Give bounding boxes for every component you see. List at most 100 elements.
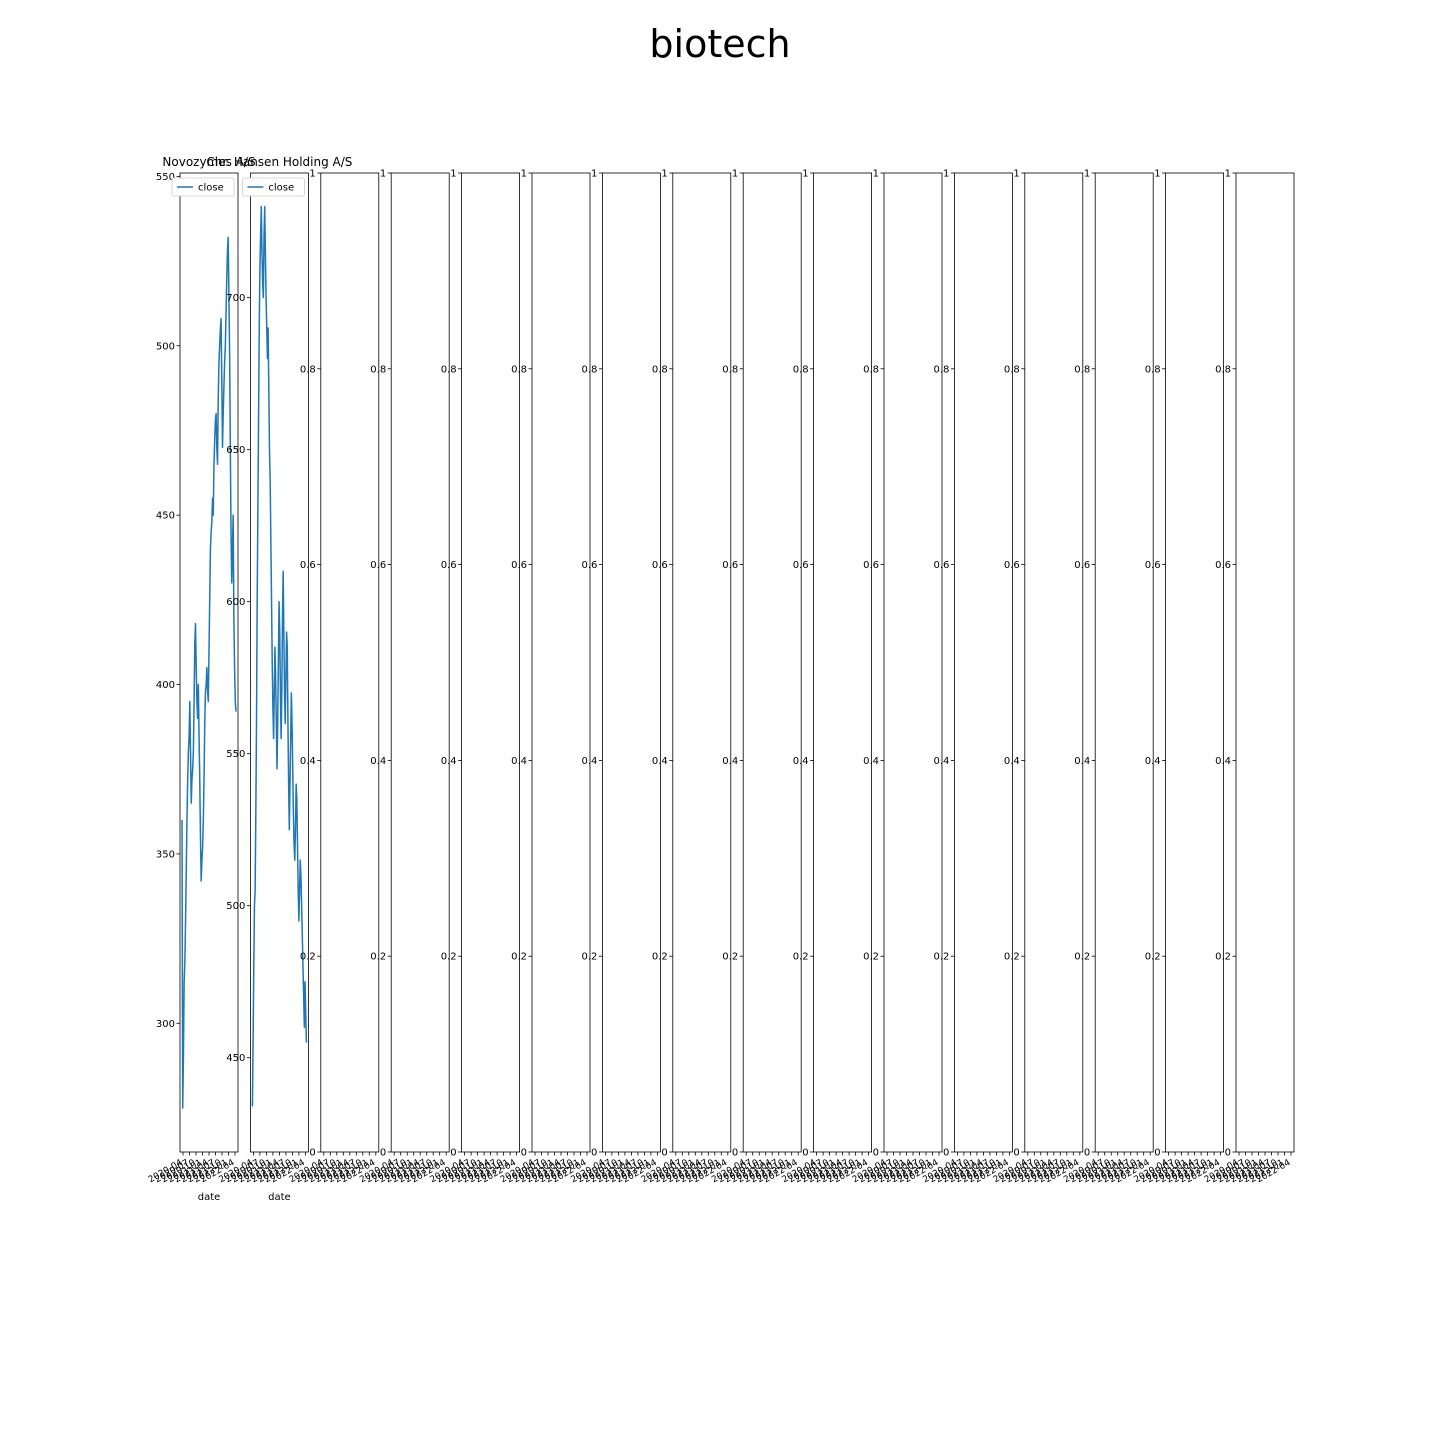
y-tick-label: 0.4 [581,756,597,767]
y-tick-label: 1 [1225,169,1231,180]
legend-box [171,177,235,197]
y-tick-label: 0.8 [300,364,316,375]
y-tick-label: 0.8 [933,364,949,375]
y-tick-label: 0 [873,1148,879,1159]
axes-frame-16 [1235,172,1295,1153]
y-tick-label: 0.4 [1004,756,1020,767]
y-tick-label: 0.6 [793,560,809,571]
y-tick-label: 0.6 [300,560,316,571]
y-tick-label: 0.4 [370,756,386,767]
y-tick-label: 0.4 [652,756,668,767]
axes-frame-7 [602,172,661,1153]
y-tick-label: 0.4 [511,756,527,767]
y-tick-label: 0.2 [863,952,879,963]
y-tick-label: 1 [591,169,597,180]
y-tick-label: 0.6 [1004,560,1020,571]
y-tick-label: 0.6 [652,560,668,571]
y-tick-label: 0 [1084,1148,1090,1159]
y-tick-label: 0.4 [722,756,738,767]
y-tick-label: 0.6 [370,560,386,571]
y-tick-label: 1 [450,169,456,180]
y-tick-label: 1 [521,169,527,180]
y-tick-label: 600 [226,597,245,608]
y-tick-label: 0.2 [370,952,386,963]
y-tick-label: 0.6 [1215,560,1231,571]
y-tick-label: 0 [661,1148,667,1159]
series-line-close [251,205,308,1107]
y-tick-label: 1 [1084,169,1090,180]
y-tick-label: 0 [521,1148,527,1159]
y-tick-label: 0.8 [581,364,597,375]
y-tick-label: 0.6 [863,560,879,571]
y-tick-label: 0.4 [1215,756,1231,767]
y-tick-label: 0.6 [722,560,738,571]
y-tick-label: 0 [1225,1148,1231,1159]
axes-frame-9 [742,172,802,1153]
legend-entry: close [198,183,224,194]
y-tick-label: 0.8 [793,364,809,375]
y-tick-label: 1 [873,169,879,180]
y-tick-label: 0 [943,1148,949,1159]
subplot-title: Novozymes A/S [162,155,255,169]
y-tick-label: 650 [226,445,245,456]
series-line-close [181,236,237,1109]
y-tick-label: 0.2 [1215,952,1231,963]
y-tick-label: 450 [156,511,175,522]
y-tick-label: 450 [226,1053,245,1064]
y-tick-label: 0.6 [441,560,457,571]
axes-frame-13 [1024,172,1084,1153]
y-tick-label: 0.4 [441,756,457,767]
figure-title: biotech [649,22,791,66]
axes-frame-11 [883,172,943,1153]
y-tick-label: 1 [732,169,738,180]
y-tick-label: 0.8 [652,364,668,375]
y-tick-label: 1 [943,169,949,180]
axes-frame-4 [390,172,450,1153]
y-tick-label: 0.2 [511,952,527,963]
axes-frame-5 [461,172,521,1153]
y-tick-label: 0 [732,1148,738,1159]
y-tick-label: 0.6 [933,560,949,571]
y-tick-label: 500 [156,341,175,352]
y-tick-label: 1 [380,169,386,180]
y-tick-label: 500 [226,901,245,912]
y-tick-label: 700 [226,293,245,304]
y-tick-label: 1 [661,169,667,180]
y-tick-label: 550 [156,172,175,183]
y-tick-label: 1 [1154,169,1160,180]
y-tick-label: 0.2 [652,952,668,963]
x-axis-label: date [268,1192,291,1203]
y-tick-label: 400 [156,680,175,691]
y-tick-label: 1 [802,169,808,180]
y-tick-label: 0.8 [370,364,386,375]
y-tick-label: 0 [309,1148,315,1159]
y-tick-label: 0.2 [1074,952,1090,963]
y-tick-label: 0.4 [933,756,949,767]
y-tick-label: 0.2 [722,952,738,963]
y-tick-label: 0 [1154,1148,1160,1159]
y-tick-label: 0.8 [1145,364,1161,375]
legend-entry: close [268,183,294,194]
y-tick-label: 0.2 [1004,952,1020,963]
y-tick-label: 0.8 [1215,364,1231,375]
y-tick-label: 0.2 [300,952,316,963]
y-tick-label: 0.8 [441,364,457,375]
y-tick-label: 0.4 [1074,756,1090,767]
y-tick-label: 0.8 [722,364,738,375]
axes-frame-3 [320,172,380,1153]
y-tick-label: 0.2 [1145,952,1161,963]
subplot-title: Chr. Hansen Holding A/S [206,155,352,169]
y-tick-label: 0.4 [793,756,809,767]
y-tick-label: 0.6 [1145,560,1161,571]
y-tick-label: 300 [156,1019,175,1030]
y-tick-label: 0.8 [863,364,879,375]
y-tick-label: 0.4 [1145,756,1161,767]
y-tick-label: 0.2 [441,952,457,963]
axes-frame-6 [531,172,591,1153]
axes-frame-8 [672,172,732,1153]
y-tick-label: 0 [802,1148,808,1159]
y-tick-label: 550 [226,749,245,760]
y-tick-label: 0.6 [511,560,527,571]
y-tick-label: 0.2 [793,952,809,963]
